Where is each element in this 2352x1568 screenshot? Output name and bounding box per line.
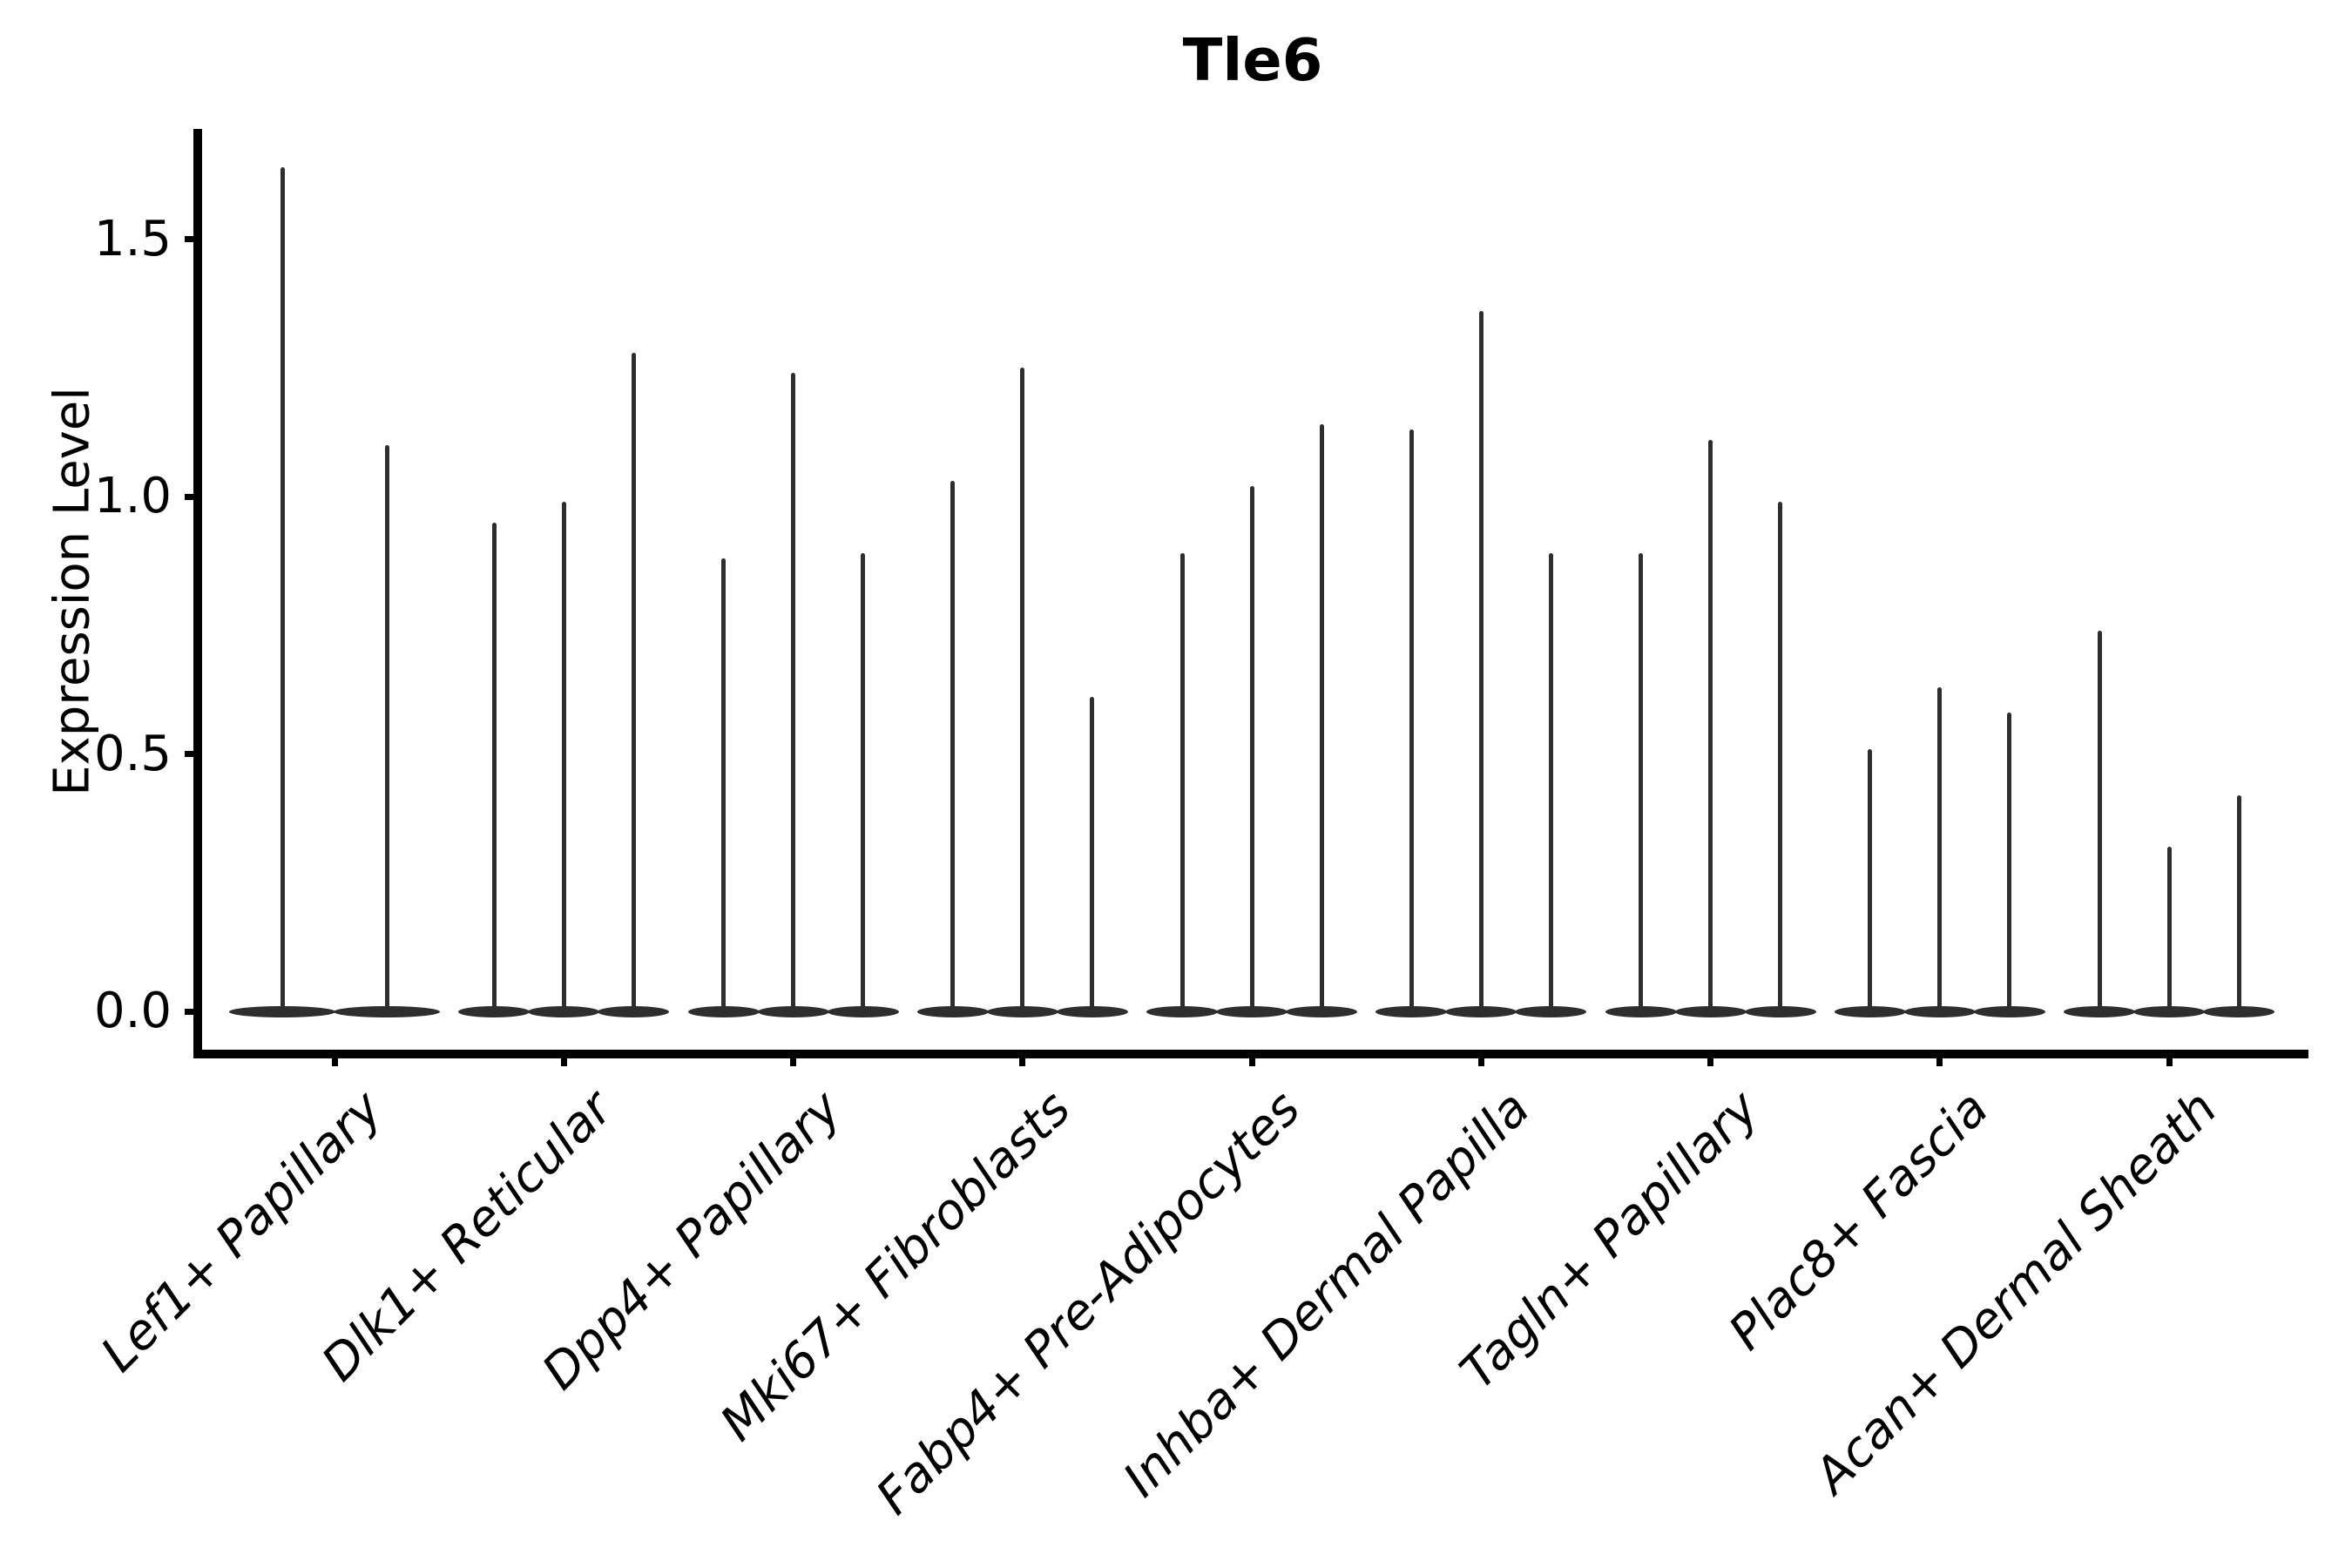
violin-base — [1216, 1005, 1288, 1017]
chart-title: Tle6 — [1182, 26, 1323, 94]
violin-spike — [2166, 846, 2172, 1011]
y-axis-spine — [193, 129, 202, 1058]
y-tick-mark — [185, 1008, 198, 1015]
violin-spike — [2007, 713, 2012, 1011]
violin-base — [1674, 1005, 1747, 1017]
x-tick-mark — [1936, 1054, 1943, 1066]
violin-spike — [631, 352, 636, 1011]
y-tick-mark — [185, 493, 198, 500]
violin-spike — [1778, 501, 1782, 1011]
violin-spike — [721, 558, 726, 1011]
x-tick-mark — [560, 1054, 567, 1066]
violin-spike — [491, 522, 497, 1011]
x-tick-mark — [2166, 1054, 2173, 1066]
violin-spike — [1179, 553, 1185, 1011]
violin-spike — [1319, 424, 1324, 1011]
y-tick-label: 0.0 — [93, 983, 172, 1039]
violin-spike — [561, 501, 566, 1011]
x-tick-mark — [1248, 1054, 1255, 1066]
violin-base — [2064, 1005, 2135, 1017]
violin-base — [458, 1005, 531, 1017]
violin-base — [1146, 1005, 1218, 1017]
violin-spike — [1868, 748, 1873, 1011]
y-tick-mark — [185, 236, 198, 242]
violin-base — [757, 1005, 829, 1017]
x-tick-mark — [1019, 1054, 1026, 1066]
x-tick-label: Acan+ Dermal Sheath — [1803, 1080, 2228, 1504]
violin-spike — [1937, 686, 1943, 1011]
violin-base — [916, 1005, 989, 1017]
violin-spike — [280, 166, 285, 1011]
violin-spike — [1090, 697, 1095, 1011]
y-tick-label: 1.0 — [93, 468, 172, 524]
violin-base — [528, 1005, 600, 1017]
violin-base — [986, 1005, 1058, 1017]
violin-base — [598, 1005, 670, 1017]
violin-base — [1744, 1005, 1816, 1017]
violin-spike — [2097, 630, 2102, 1011]
violin-base — [1515, 1005, 1587, 1017]
violin-base — [1973, 1005, 2045, 1017]
violin-base — [2203, 1005, 2274, 1017]
x-tick-label: Inhba+ Dermal Papilla — [1112, 1080, 1541, 1509]
violin-spike — [1249, 486, 1254, 1011]
violin-spike — [791, 373, 795, 1011]
violin-base — [1056, 1005, 1128, 1017]
x-tick-label: Fabp4+ Pre-Adipocytes — [865, 1080, 1311, 1526]
x-tick-mark — [790, 1054, 796, 1066]
violin-spike — [1548, 553, 1553, 1011]
x-tick-mark — [1477, 1054, 1484, 1066]
violin-spike — [384, 444, 389, 1011]
violin-base — [229, 1005, 335, 1017]
violin-spike — [2236, 794, 2241, 1011]
y-tick-label: 0.5 — [93, 725, 172, 782]
violin-base — [687, 1005, 760, 1017]
violin-base — [2133, 1005, 2205, 1017]
y-tick-label: 1.5 — [93, 210, 172, 267]
violin-base — [1375, 1005, 1448, 1017]
violin-spike — [1478, 311, 1484, 1011]
violin-base — [827, 1005, 899, 1017]
violin-base — [1445, 1005, 1517, 1017]
x-tick-mark — [331, 1054, 338, 1066]
violin-spike — [861, 553, 865, 1011]
x-tick-mark — [1707, 1054, 1713, 1066]
violin-spike — [1409, 429, 1414, 1011]
violin-spike — [950, 481, 956, 1011]
violin-spike — [1639, 553, 1643, 1011]
violin-base — [1903, 1005, 1976, 1017]
violin-base — [334, 1005, 440, 1017]
violin-base — [1605, 1005, 1677, 1017]
violin-spike — [1020, 368, 1025, 1011]
violin-spike — [1708, 439, 1713, 1011]
y-tick-mark — [185, 751, 198, 757]
violin-base — [1834, 1005, 1906, 1017]
violin-base — [1286, 1005, 1357, 1017]
